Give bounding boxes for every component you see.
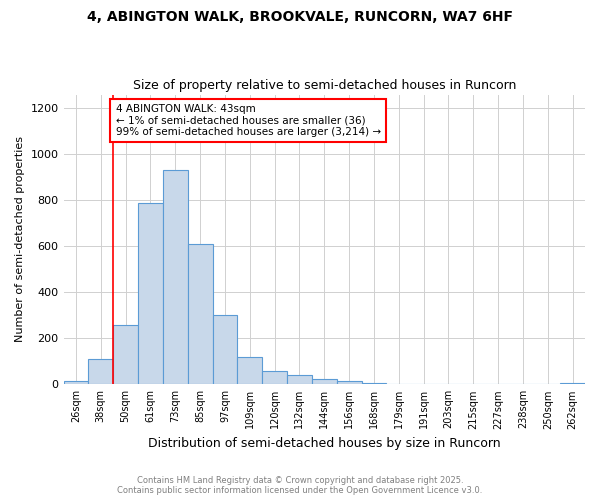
Bar: [138, 202, 163, 384]
X-axis label: Distribution of semi-detached houses by size in Runcorn: Distribution of semi-detached houses by …: [148, 437, 500, 450]
Bar: [64, 381, 88, 384]
Y-axis label: Number of semi-detached properties: Number of semi-detached properties: [15, 136, 25, 342]
Bar: [113, 324, 138, 384]
Bar: [88, 359, 113, 384]
Title: Size of property relative to semi-detached houses in Runcorn: Size of property relative to semi-detach…: [133, 79, 516, 92]
Text: Contains HM Land Registry data © Crown copyright and database right 2025.
Contai: Contains HM Land Registry data © Crown c…: [118, 476, 482, 495]
Text: 4, ABINGTON WALK, BROOKVALE, RUNCORN, WA7 6HF: 4, ABINGTON WALK, BROOKVALE, RUNCORN, WA…: [87, 10, 513, 24]
Bar: [262, 370, 287, 384]
Text: 4 ABINGTON WALK: 43sqm
← 1% of semi-detached houses are smaller (36)
99% of semi: 4 ABINGTON WALK: 43sqm ← 1% of semi-deta…: [116, 104, 381, 137]
Bar: [163, 170, 188, 384]
Bar: [337, 381, 362, 384]
Bar: [188, 244, 212, 384]
Bar: [560, 383, 585, 384]
Bar: [238, 356, 262, 384]
Bar: [212, 316, 238, 384]
Bar: [312, 378, 337, 384]
Bar: [362, 383, 386, 384]
Bar: [287, 375, 312, 384]
